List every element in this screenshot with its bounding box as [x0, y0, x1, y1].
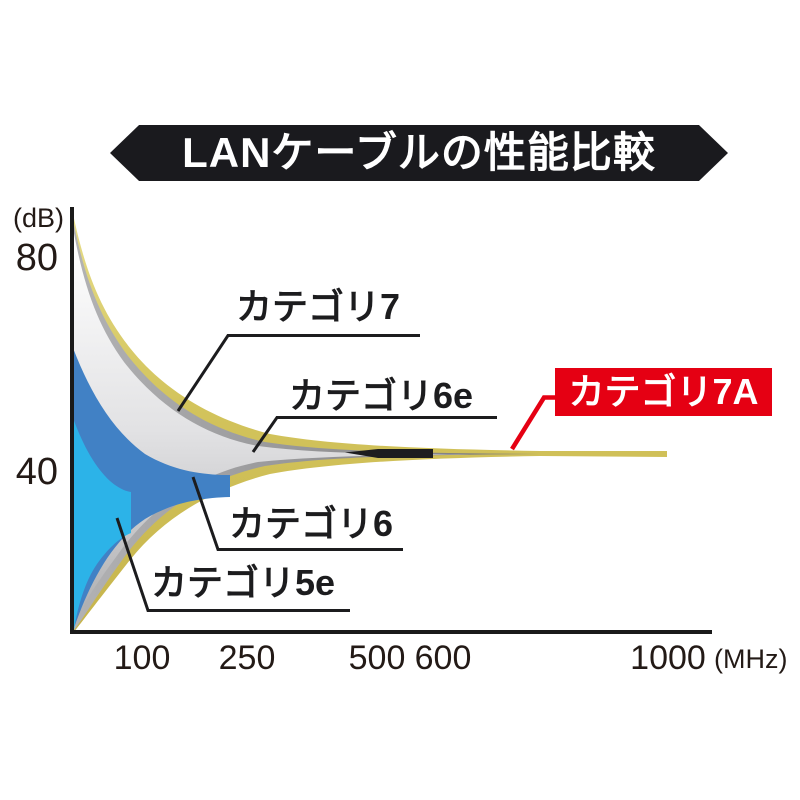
- band-cat6e: [73, 228, 470, 627]
- leader-cat6e: [251, 416, 497, 453]
- y-tick-40: 40: [15, 451, 58, 493]
- page-title: LANケーブルの性能比較: [182, 129, 656, 176]
- leader-cat6: [191, 476, 403, 551]
- label-cat7a: カテゴリ7A: [568, 371, 759, 412]
- y-axis-unit: (dB): [12, 203, 64, 233]
- x-tick-100: 100: [113, 639, 171, 677]
- x-tick-1000: 1000: [630, 639, 706, 677]
- label-cat6: カテゴリ6: [229, 503, 394, 544]
- x-tick-600: 600: [414, 639, 472, 677]
- title-banner: LANケーブルの性能比較: [110, 125, 728, 181]
- label-cat7: カテゴリ7: [236, 286, 401, 327]
- label-cat5e: カテゴリ5e: [151, 562, 336, 603]
- leader-cat5e: [115, 517, 350, 612]
- leader-cat7a: [510, 395, 557, 451]
- label-cat7a-badge: カテゴリ7A: [555, 368, 772, 416]
- y-tick-80: 80: [15, 237, 58, 279]
- leader-cat7: [176, 334, 420, 412]
- band-cat5e: [73, 418, 131, 630]
- label-cat6e: カテゴリ6e: [289, 375, 474, 416]
- x-tick-250: 250: [218, 639, 276, 677]
- x-tick-500: 500: [348, 639, 406, 677]
- band-convergence-bar: [345, 449, 433, 458]
- x-axis-unit: (MHz): [714, 644, 788, 674]
- band-cat6: [73, 348, 230, 628]
